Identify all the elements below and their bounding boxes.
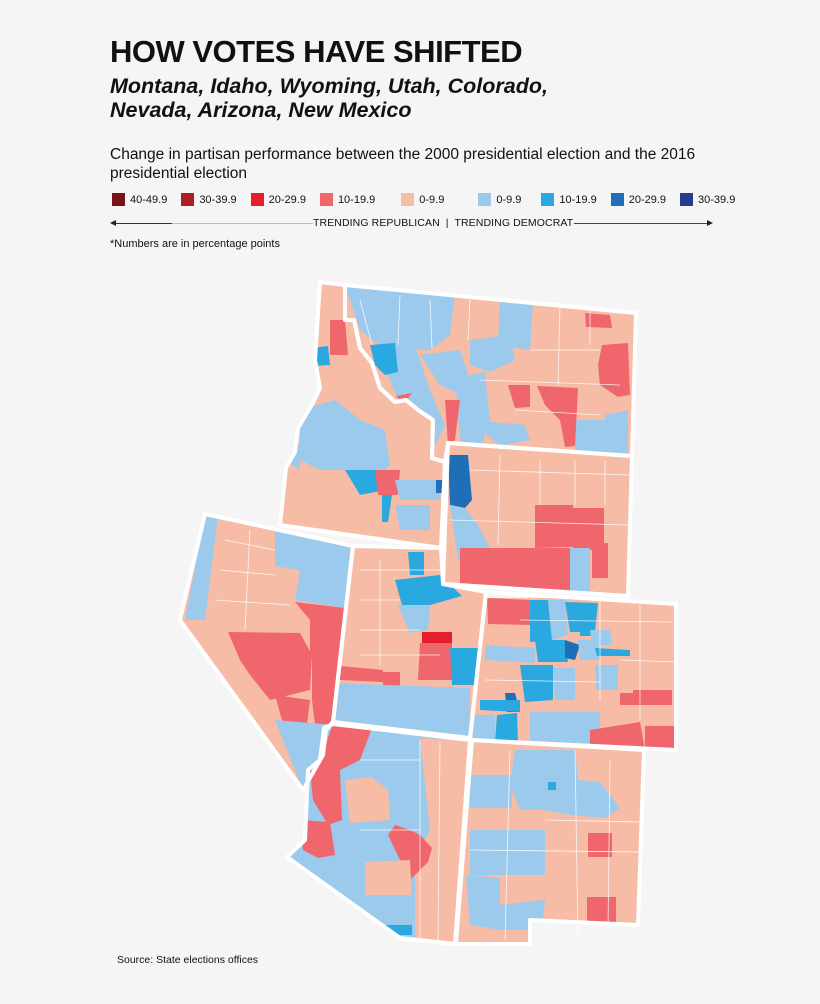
legend-item-r-10: 10-19.9 [319, 193, 376, 206]
state-wyoming [443, 443, 632, 596]
state-new-mexico [456, 740, 644, 944]
trend-label: TRENDING REPUBLICAN | TRENDING DEMOCRAT [313, 217, 574, 229]
border-colorado [468, 590, 678, 752]
arrow-right-icon [707, 220, 713, 226]
legend-swatch [680, 193, 694, 206]
legend-swatch [319, 193, 333, 206]
legend-item-d-0: 0-9.9 [478, 193, 521, 206]
legend-label: 0-9.9 [496, 193, 522, 206]
legend-swatch [610, 193, 624, 206]
county-lines [214, 294, 677, 941]
legend-swatch [112, 193, 125, 206]
trend-axis: TRENDING REPUBLICAN | TRENDING DEMOCRAT [110, 216, 713, 232]
arrow-left-icon [110, 220, 116, 226]
trend-line-right [574, 223, 707, 224]
state-borders [178, 280, 678, 946]
legend-item-d-30: 30-39.9 [680, 193, 735, 206]
border-idaho [278, 280, 447, 550]
source-note: Source: State elections offices [117, 954, 259, 966]
legend-label: 30-39.9 [199, 193, 237, 206]
border-nevada [178, 512, 355, 792]
legend-label: 0-9.9 [419, 193, 445, 206]
legend-label: 20-29.9 [628, 193, 667, 206]
color-legend: 40-49.9 30-39.9 20-29.9 10-19.9 0-9.9 0-… [112, 193, 735, 206]
legend-item-r-20: 20-29.9 [250, 193, 306, 206]
chart-description: Change in partisan performance between t… [110, 146, 696, 182]
legend-label: 10-19.9 [559, 193, 597, 206]
legend-label: 20-29.9 [268, 193, 306, 206]
units-note: *Numbers are in percentage points [110, 238, 280, 250]
legend-swatch [250, 193, 264, 206]
legend-label: 30-39.9 [698, 193, 736, 206]
legend-swatch [181, 193, 195, 206]
border-new-mexico [454, 738, 646, 946]
subtitle-line-2: Nevada, Arizona, New Mexico [110, 98, 412, 122]
legend-item-d-10: 10-19.9 [541, 193, 597, 206]
legend-item-r-0: 0-9.9 [401, 193, 444, 206]
chart-title: HOW VOTES HAVE SHIFTED [110, 34, 523, 69]
legend-item-r-40: 40-49.9 [112, 193, 167, 206]
legend-item-r-30: 30-39.9 [181, 193, 237, 206]
state-colorado [470, 598, 676, 750]
legend-swatch [401, 193, 415, 206]
legend-label: 40-49.9 [130, 193, 168, 206]
legend-label: 10-19.9 [337, 193, 376, 206]
subtitle-line-1: Montana, Idaho, Wyoming, Utah, Colorado, [110, 74, 548, 98]
legend-swatch [478, 193, 492, 206]
legend-item-d-20: 20-29.9 [610, 193, 667, 206]
legend-swatch [541, 193, 555, 206]
trend-line-left-light [172, 223, 313, 224]
chart-subtitle: Montana, Idaho, Wyoming, Utah, Colorado,… [110, 74, 730, 122]
border-wyoming [441, 441, 634, 598]
